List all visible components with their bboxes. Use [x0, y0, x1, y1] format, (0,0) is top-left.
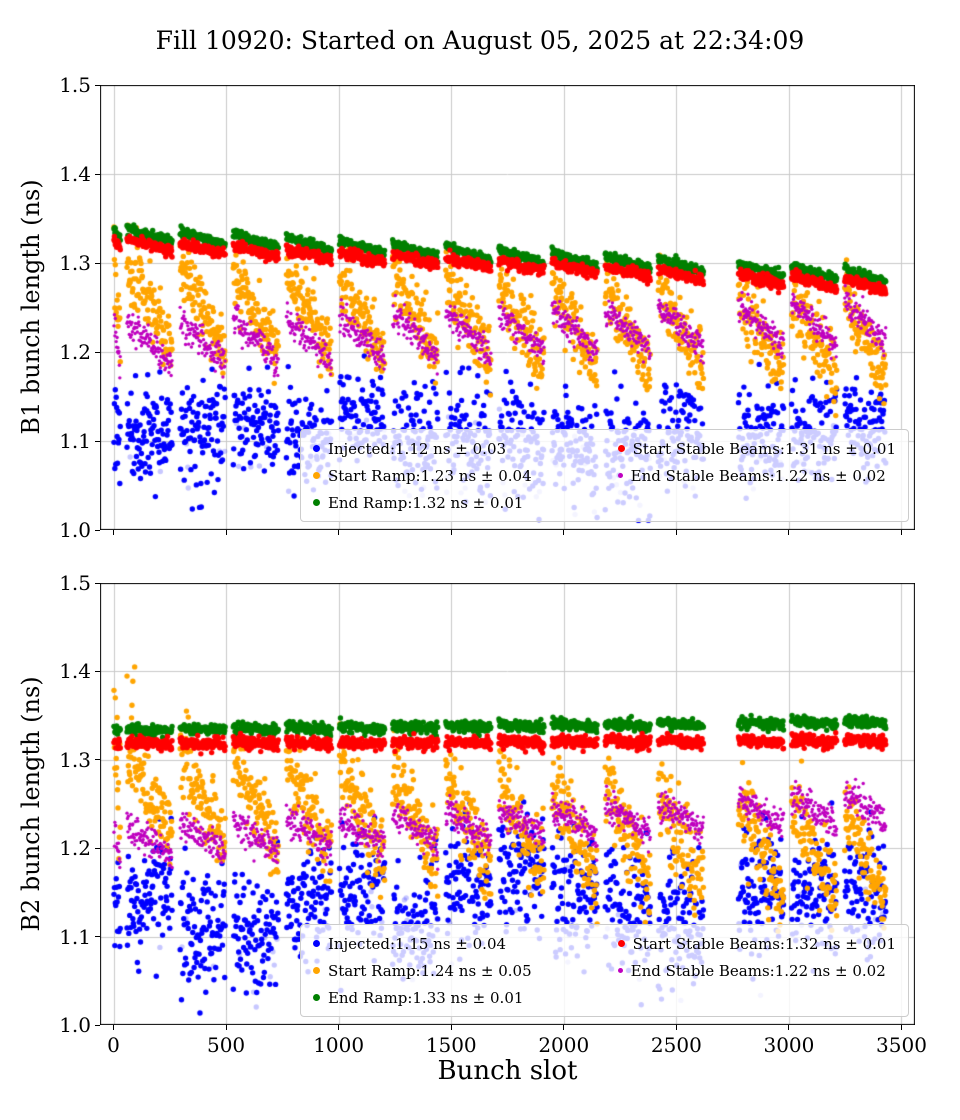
y-tick-label: 1.2 — [59, 836, 91, 861]
legend-item-start-ramp: Start Ramp:1.24 ns ± 0.05 — [312, 961, 532, 980]
x-tick-mark — [788, 530, 790, 535]
x-tick-mark — [900, 1025, 902, 1030]
legend-column: Start Stable Beams:1.31 ns ± 0.01 End St… — [617, 439, 896, 485]
x-tick-label: 500 — [206, 1033, 246, 1057]
x-tick-label: 3500 — [876, 1033, 927, 1057]
legend-item-end-ramp: End Ramp:1.33 ns ± 0.01 — [312, 988, 532, 1007]
x-tick-mark — [675, 1025, 677, 1030]
y-tick-label: 1.0 — [59, 1013, 91, 1037]
legend-label-end-ramp: End Ramp:1.32 ns ± 0.01 — [327, 493, 524, 512]
legend-label-end-stable-beams: End Stable Beams:1.22 ns ± 0.02 — [630, 466, 886, 485]
legend-item-start-stable-beams: Start Stable Beams:1.32 ns ± 0.01 — [617, 934, 896, 953]
x-tick-mark — [450, 530, 452, 535]
y-tick-label: 1.2 — [59, 340, 91, 364]
legend-marker-injected — [312, 940, 320, 947]
x-tick-mark — [338, 1025, 340, 1030]
x-axis-label: Bunch slot — [437, 1056, 578, 1086]
legend-marker-injected — [312, 445, 320, 452]
y-tick-label: 1.3 — [59, 747, 91, 772]
y-tick-label: 1.5 — [59, 73, 91, 97]
legend-b2: Injected:1.15 ns ± 0.04 Start Ramp:1.24 … — [299, 924, 909, 1017]
y-tick-label: 1.5 — [59, 571, 91, 595]
legend-label-injected: Injected:1.12 ns ± 0.03 — [327, 439, 507, 458]
legend-label-end-stable-beams: End Stable Beams:1.22 ns ± 0.02 — [630, 961, 886, 980]
x-tick-mark — [225, 1025, 227, 1030]
y-axis-label-b2: B2 bunch length (ns) — [17, 676, 45, 932]
legend-item-injected: Injected:1.12 ns ± 0.03 — [312, 439, 532, 458]
x-tick-mark — [338, 530, 340, 535]
x-tick-mark — [675, 530, 677, 535]
legend-marker-end-ramp — [312, 499, 320, 506]
legend-marker-start-stable-beams — [617, 445, 625, 452]
legend-marker-end-stable-beams — [617, 473, 623, 478]
x-tick-mark — [225, 530, 227, 535]
x-tick-mark — [113, 1025, 114, 1030]
x-tick-label: 1000 — [313, 1033, 365, 1057]
legend-item-end-stable-beams: End Stable Beams:1.22 ns ± 0.02 — [617, 466, 896, 485]
x-tick-label: 0 — [107, 1033, 120, 1057]
legend-marker-end-ramp — [312, 994, 320, 1001]
legend-item-end-ramp: End Ramp:1.32 ns ± 0.01 — [312, 493, 532, 512]
x-tick-mark — [900, 530, 902, 535]
legend-column: Start Stable Beams:1.32 ns ± 0.01 End St… — [617, 934, 896, 980]
legend-item-start-stable-beams: Start Stable Beams:1.31 ns ± 0.01 — [617, 439, 896, 458]
legend-label-start-stable-beams: Start Stable Beams:1.32 ns ± 0.01 — [632, 934, 896, 953]
y-tick-label: 1.4 — [59, 162, 91, 186]
y-tick-label: 1.0 — [59, 518, 91, 542]
x-tick-mark — [788, 1025, 790, 1030]
y-tick-label: 1.1 — [59, 924, 91, 949]
y-tick-label: 1.1 — [59, 429, 91, 453]
y-tick-label: 1.4 — [59, 659, 91, 684]
legend-column: Injected:1.15 ns ± 0.04 Start Ramp:1.24 … — [312, 934, 532, 1007]
x-tick-mark — [563, 1025, 565, 1030]
x-tick-label: 3000 — [763, 1033, 815, 1057]
x-tick-label: 2500 — [650, 1033, 702, 1057]
figure-title: Fill 10920: Started on August 05, 2025 a… — [155, 26, 805, 55]
plot-area-b2: Injected:1.15 ns ± 0.04 Start Ramp:1.24 … — [100, 583, 915, 1025]
legend-column: Injected:1.12 ns ± 0.03 Start Ramp:1.23 … — [312, 439, 532, 512]
legend-item-end-stable-beams: End Stable Beams:1.22 ns ± 0.02 — [617, 961, 896, 980]
legend-marker-start-stable-beams — [617, 940, 625, 947]
plot-area-b1: Injected:1.12 ns ± 0.03 Start Ramp:1.23 … — [100, 85, 915, 530]
legend-marker-start-ramp — [312, 967, 320, 974]
legend-label-start-ramp: Start Ramp:1.24 ns ± 0.05 — [327, 961, 532, 980]
legend-b1: Injected:1.12 ns ± 0.03 Start Ramp:1.23 … — [299, 429, 909, 522]
legend-marker-start-ramp — [312, 472, 320, 479]
legend-label-start-ramp: Start Ramp:1.23 ns ± 0.04 — [327, 466, 532, 485]
x-tick-mark — [113, 530, 114, 535]
legend-label-start-stable-beams: Start Stable Beams:1.31 ns ± 0.01 — [632, 439, 896, 458]
x-tick-mark — [563, 530, 565, 535]
legend-label-injected: Injected:1.15 ns ± 0.04 — [327, 934, 507, 953]
legend-item-start-ramp: Start Ramp:1.23 ns ± 0.04 — [312, 466, 532, 485]
x-tick-mark — [450, 1025, 452, 1030]
legend-label-end-ramp: End Ramp:1.33 ns ± 0.01 — [327, 988, 524, 1007]
legend-marker-end-stable-beams — [617, 968, 623, 973]
y-tick-label: 1.3 — [59, 251, 91, 275]
x-tick-label: 1500 — [425, 1033, 477, 1057]
y-axis-label-b1: B1 bunch length (ns) — [17, 179, 45, 435]
x-tick-label: 2000 — [538, 1033, 590, 1057]
legend-item-injected: Injected:1.15 ns ± 0.04 — [312, 934, 532, 953]
